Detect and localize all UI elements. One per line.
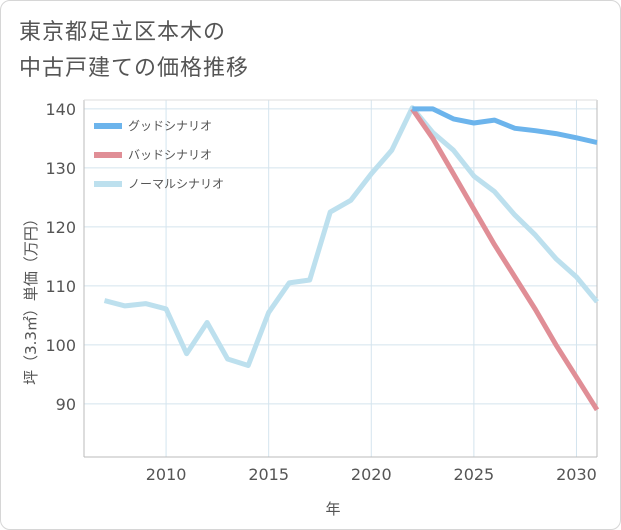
chart-title-line-2: 中古戸建ての価格推移: [19, 56, 250, 81]
series-line-bad-scenario: [410, 107, 600, 412]
legend-label-normal-scenario: ノーマルシナリオ: [128, 177, 224, 191]
x-tick-label-2010: 2010: [146, 465, 187, 484]
x-tick-label-2030: 2030: [556, 465, 597, 484]
y-tick-label-130: 130: [45, 159, 76, 178]
plot-area: [84, 100, 597, 457]
y-axis-label: 坪（3.3㎡）単価（万円）: [22, 211, 40, 385]
series-line-good-scenario: [412, 106, 598, 145]
chart-title: 東京都足立区本木の 中古戸建ての価格推移: [19, 15, 249, 87]
y-tick-labels: 90 100 110 120 130 140: [45, 100, 76, 414]
x-tick-labels: 2010 2015 2020 2025 2030: [146, 465, 597, 484]
y-tick-label-140: 140: [45, 100, 76, 119]
y-tick-label-110: 110: [45, 277, 76, 296]
chart-title-line-1: 東京都足立区本木の: [19, 20, 227, 45]
series-line-normal-scenario: [103, 105, 599, 368]
axes: [83, 99, 598, 458]
y-tick-label-100: 100: [45, 336, 76, 355]
x-tick-label-2015: 2015: [248, 465, 289, 484]
y-tick-label-120: 120: [45, 218, 76, 237]
x-tick-label-2020: 2020: [351, 465, 392, 484]
x-tick-label-2025: 2025: [454, 465, 495, 484]
x-axis-label: 年: [325, 500, 340, 518]
legend-label-bad-scenario: バッドシナリオ: [128, 148, 212, 162]
series-lines: [103, 105, 600, 412]
y-tick-label-90: 90: [56, 395, 76, 414]
grid-lines: [84, 100, 597, 457]
legend-label-good-scenario: グッドシナリオ: [128, 119, 212, 133]
